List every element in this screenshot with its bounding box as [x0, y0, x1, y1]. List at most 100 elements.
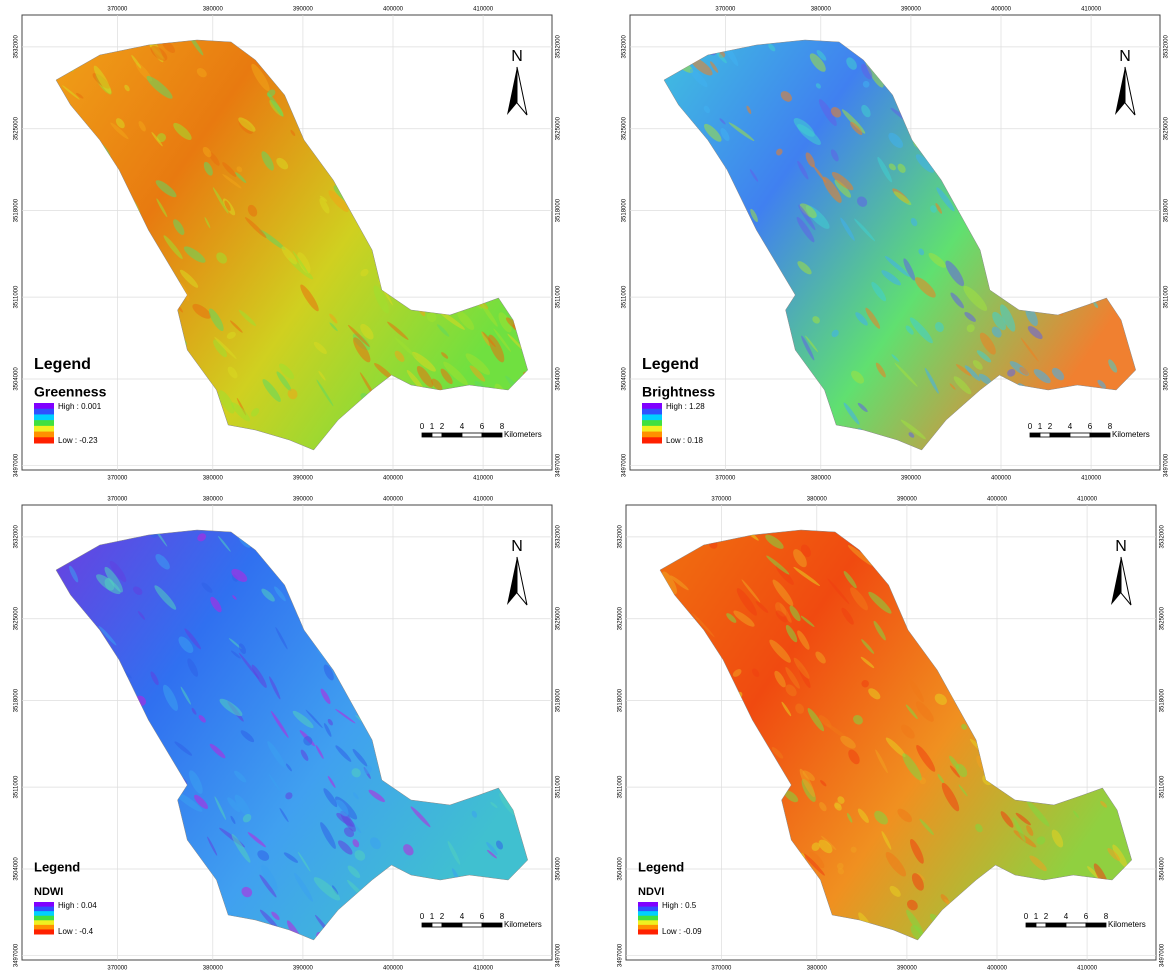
y-coordinate-label: 3511000: [622, 285, 628, 309]
scale-unit: Kilometers: [504, 920, 542, 929]
x-coordinate-label: 370000: [107, 7, 128, 13]
y-coordinate-label: 3504000: [1160, 857, 1166, 881]
y-coordinate-label: 3532000: [622, 35, 628, 59]
x-coordinate-label: 380000: [203, 497, 224, 503]
y-coordinate-label: 3497000: [618, 943, 624, 967]
y-coordinate-label: 3518000: [14, 198, 20, 222]
legend-low: Low : -0.09: [662, 927, 702, 936]
scale-segment: [1036, 923, 1046, 927]
y-coordinate-label: 3532000: [556, 525, 562, 549]
y-coordinate-label: 3504000: [1164, 367, 1170, 391]
legend-ramp: [638, 920, 658, 925]
y-coordinate-label: 3532000: [1164, 35, 1170, 59]
x-coordinate-label: 370000: [711, 497, 732, 503]
x-coordinate-label: 380000: [807, 497, 828, 503]
legend-ramp: [34, 409, 54, 415]
legend-ramp: [34, 437, 54, 443]
y-coordinate-label: 3504000: [622, 367, 628, 391]
x-coordinate-label: 410000: [473, 476, 494, 482]
x-coordinate-label: 400000: [991, 7, 1012, 13]
legend-ramp: [638, 907, 658, 912]
scale-label: 4: [460, 912, 465, 921]
scale-segment: [422, 923, 432, 927]
legend-ramp: [638, 929, 658, 934]
scale-label: 1: [1034, 912, 1039, 921]
legend-high: High : 0.001: [58, 402, 102, 411]
x-coordinate-label: 400000: [383, 497, 404, 503]
north-label: N: [511, 538, 523, 555]
x-coordinate-label: 400000: [987, 497, 1008, 503]
legend-ramp: [642, 420, 662, 426]
y-coordinate-label: 3511000: [618, 775, 624, 799]
legend-ramp: [34, 426, 54, 432]
x-coordinate-label: 410000: [473, 966, 494, 972]
legend-heading: Legend: [34, 859, 80, 874]
legend-high: High : 1.28: [666, 402, 705, 411]
scale-label: 0: [420, 912, 425, 921]
x-coordinate-label: 410000: [1077, 966, 1098, 972]
scale-label: 4: [1068, 422, 1073, 431]
x-coordinate-label: 370000: [715, 7, 736, 13]
legend-ramp: [642, 409, 662, 415]
scale-segment: [1066, 923, 1086, 927]
scale-segment: [1026, 923, 1036, 927]
legend-title: NDVI: [638, 886, 664, 898]
scale-label: 6: [480, 912, 485, 921]
x-coordinate-label: 400000: [383, 476, 404, 482]
legend-ramp: [638, 916, 658, 921]
scale-label: 1: [1038, 422, 1043, 431]
scale-label: 6: [480, 422, 485, 431]
scale-label: 4: [460, 422, 465, 431]
scale-segment: [442, 433, 462, 437]
scale-segment: [1030, 433, 1040, 437]
y-coordinate-label: 3518000: [556, 688, 562, 712]
x-coordinate-label: 370000: [107, 476, 128, 482]
scale-label: 0: [420, 422, 425, 431]
scale-segment: [1046, 923, 1066, 927]
scale-label: 1: [430, 422, 435, 431]
x-coordinate-label: 410000: [473, 7, 494, 13]
scale-label: 0: [1024, 912, 1029, 921]
y-coordinate-label: 3518000: [618, 688, 624, 712]
legend-ramp: [638, 925, 658, 930]
scale-unit: Kilometers: [504, 430, 542, 439]
legend-ramp: [34, 920, 54, 925]
legend-ramp: [642, 426, 662, 432]
map-panel: 3700003700003800003800003900003900004000…: [14, 497, 562, 972]
x-coordinate-label: 390000: [293, 476, 314, 482]
scale-segment: [432, 433, 442, 437]
legend-ramp: [34, 403, 54, 409]
y-coordinate-label: 3497000: [556, 453, 562, 477]
scale-segment: [462, 923, 482, 927]
x-coordinate-label: 400000: [991, 476, 1012, 482]
scale-segment: [432, 923, 442, 927]
y-coordinate-label: 3497000: [14, 943, 20, 967]
map-figure: 3700003700003800003800003900003900004000…: [0, 0, 1173, 974]
x-coordinate-label: 380000: [203, 7, 224, 13]
y-coordinate-label: 3525000: [14, 116, 20, 140]
legend-heading: Legend: [642, 356, 699, 373]
y-coordinate-label: 3511000: [556, 285, 562, 309]
scale-segment: [1090, 433, 1110, 437]
scale-label: 2: [1048, 422, 1053, 431]
scale-segment: [1040, 433, 1050, 437]
legend-heading: Legend: [34, 356, 91, 373]
legend-ramp: [34, 911, 54, 916]
y-coordinate-label: 3532000: [556, 35, 562, 59]
x-coordinate-label: 400000: [383, 7, 404, 13]
legend-ramp: [34, 916, 54, 921]
north-label: N: [1119, 48, 1131, 65]
scale-segment: [482, 433, 502, 437]
north-label: N: [1115, 538, 1127, 555]
x-coordinate-label: 390000: [897, 497, 918, 503]
scale-segment: [422, 433, 432, 437]
scale-unit: Kilometers: [1108, 920, 1146, 929]
legend-ramp: [34, 925, 54, 930]
legend-ramp: [638, 911, 658, 916]
y-coordinate-label: 3525000: [1164, 116, 1170, 140]
y-coordinate-label: 3511000: [14, 775, 20, 799]
x-coordinate-label: 380000: [811, 7, 832, 13]
x-coordinate-label: 380000: [203, 476, 224, 482]
x-coordinate-label: 370000: [107, 966, 128, 972]
legend-ramp: [642, 403, 662, 409]
